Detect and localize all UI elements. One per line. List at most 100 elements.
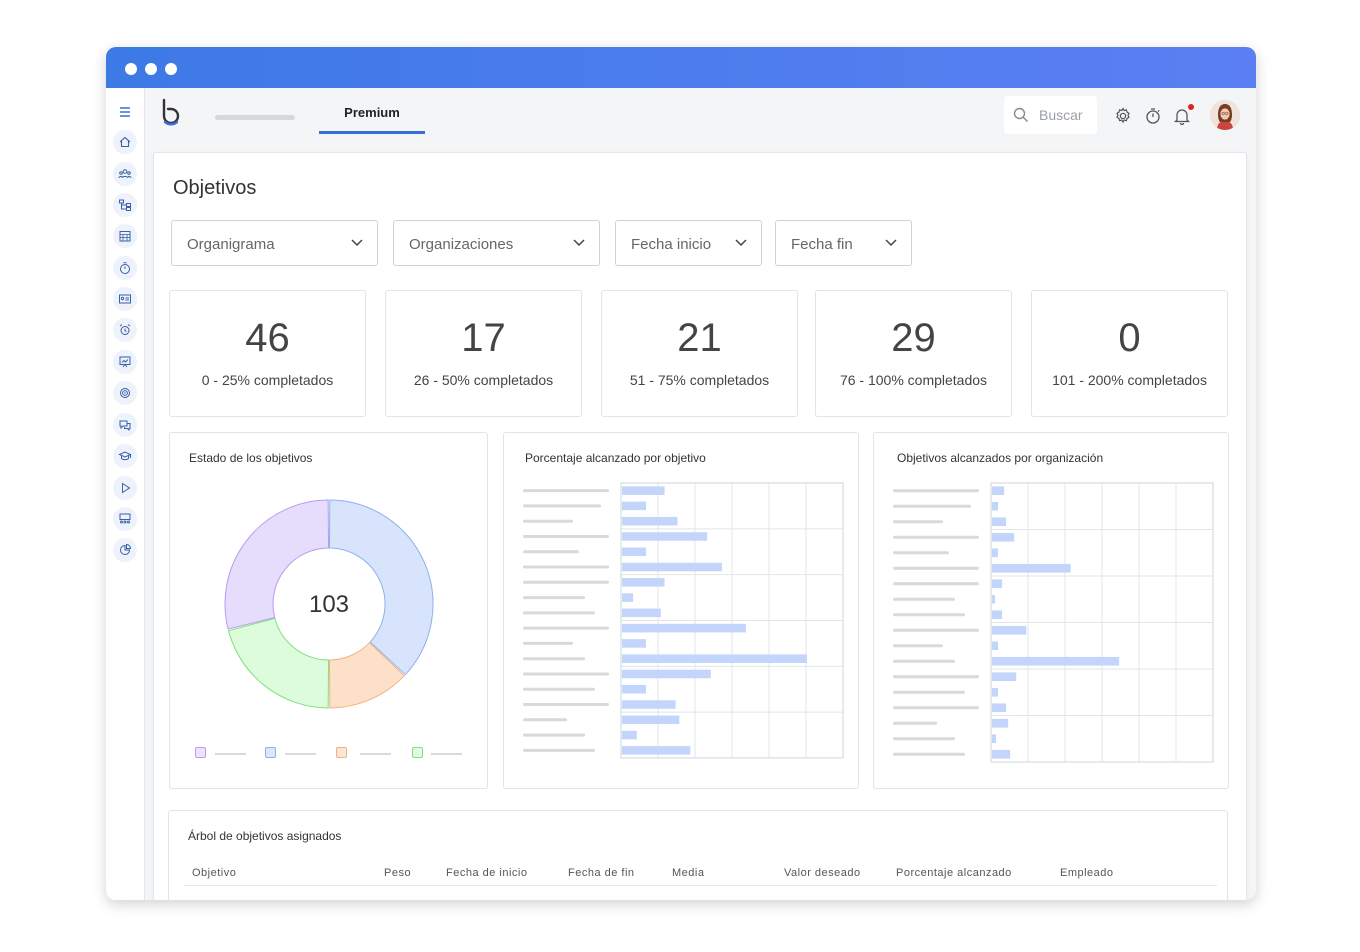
- presentation-icon[interactable]: [113, 350, 137, 374]
- chat-icon[interactable]: [113, 413, 137, 437]
- legend-label: [285, 753, 316, 755]
- category-label: [523, 519, 573, 523]
- window-control-dot[interactable]: [125, 63, 137, 75]
- legend-label: [431, 753, 462, 755]
- card-title: Objetivos alcanzados por organización: [897, 451, 1104, 465]
- stat-value: 0: [1118, 316, 1141, 360]
- bar[interactable]: [992, 579, 1003, 589]
- filter-fecha-fin[interactable]: Fecha fin: [775, 220, 912, 266]
- bar[interactable]: [622, 746, 691, 755]
- alarm-icon[interactable]: [113, 318, 137, 342]
- bar[interactable]: [992, 625, 1027, 635]
- column-header[interactable]: Objetivo: [192, 867, 237, 879]
- people-icon[interactable]: [113, 162, 137, 186]
- bar[interactable]: [622, 700, 676, 709]
- column-header[interactable]: Valor deseado: [784, 867, 861, 879]
- objectives-tree-card: Árbol de objetivos asignados Objetivo Pe…: [168, 810, 1228, 900]
- bar[interactable]: [992, 656, 1120, 666]
- bar[interactable]: [992, 532, 1015, 542]
- window-control-dot[interactable]: [165, 63, 177, 75]
- bar[interactable]: [992, 486, 1005, 496]
- bar[interactable]: [992, 517, 1007, 527]
- donut-slice[interactable]: [328, 641, 405, 709]
- column-header[interactable]: Media: [672, 867, 705, 879]
- bar[interactable]: [622, 715, 680, 725]
- bar[interactable]: [622, 654, 807, 663]
- bar[interactable]: [992, 641, 999, 651]
- bar[interactable]: [622, 669, 711, 679]
- bar[interactable]: [622, 486, 665, 495]
- bar[interactable]: [992, 734, 997, 744]
- brand-logo[interactable]: [160, 98, 184, 128]
- bar[interactable]: [622, 593, 634, 602]
- legend-label: [215, 753, 246, 755]
- gear-icon[interactable]: [1114, 107, 1132, 125]
- filter-label: Fecha inicio: [631, 236, 712, 253]
- meeting-icon[interactable]: [113, 507, 137, 531]
- bar[interactable]: [992, 610, 1003, 620]
- stat-label: 76 - 100% completados: [839, 372, 988, 388]
- stopwatch-icon[interactable]: [113, 256, 137, 280]
- bar[interactable]: [992, 703, 1007, 713]
- bar[interactable]: [622, 608, 661, 618]
- column-header[interactable]: Porcentaje alcanzado: [896, 867, 1012, 879]
- bar[interactable]: [992, 501, 999, 511]
- bar[interactable]: [992, 672, 1017, 682]
- org-chart-icon[interactable]: [113, 193, 137, 217]
- bar[interactable]: [622, 562, 722, 572]
- target-icon[interactable]: [113, 381, 137, 405]
- menu-icon[interactable]: [113, 100, 137, 124]
- column-header[interactable]: Peso: [384, 867, 412, 879]
- donut-slice[interactable]: [227, 617, 330, 709]
- bar[interactable]: [622, 501, 647, 511]
- bar[interactable]: [992, 749, 1011, 759]
- bar[interactable]: [622, 623, 746, 633]
- bar[interactable]: [622, 516, 678, 526]
- donut-slice[interactable]: [328, 499, 434, 676]
- legend-swatch: [265, 747, 276, 758]
- stat-label: 0 - 25% completados: [201, 372, 334, 388]
- tab-placeholder[interactable]: [215, 115, 295, 120]
- bar[interactable]: [992, 563, 1071, 573]
- play-icon[interactable]: [113, 476, 137, 500]
- category-label: [523, 534, 609, 538]
- sidebar: [106, 88, 145, 900]
- id-card-icon[interactable]: [113, 287, 137, 311]
- stat-card: 17 26 - 50% completados: [385, 290, 582, 417]
- graduation-cap-icon[interactable]: [113, 444, 137, 468]
- notification-badge: [1188, 104, 1194, 110]
- pie-chart-icon[interactable]: [113, 538, 137, 562]
- stat-card: 0 101 - 200% completados: [1031, 290, 1228, 417]
- filter-organigrama[interactable]: Organigrama: [171, 220, 378, 266]
- bell-icon[interactable]: [1173, 107, 1191, 125]
- card-title: Porcentaje alcanzado por objetivo: [525, 451, 706, 465]
- bar[interactable]: [622, 532, 708, 541]
- window-control-dot[interactable]: [145, 63, 157, 75]
- bar[interactable]: [622, 547, 647, 557]
- bar[interactable]: [622, 730, 637, 740]
- bar[interactable]: [622, 639, 647, 648]
- column-header[interactable]: Fecha de fin: [568, 867, 635, 879]
- bar[interactable]: [622, 578, 665, 587]
- calendar-icon[interactable]: [113, 224, 137, 248]
- home-icon[interactable]: [113, 130, 137, 154]
- avatar[interactable]: [1210, 100, 1240, 130]
- donut-chart: 103: [224, 499, 434, 709]
- bar[interactable]: [992, 718, 1009, 728]
- tab-premium[interactable]: Premium: [319, 98, 425, 134]
- bar[interactable]: [992, 687, 999, 697]
- stat-value: 46: [245, 316, 290, 360]
- bar[interactable]: [992, 594, 995, 604]
- bar[interactable]: [622, 684, 647, 694]
- column-header[interactable]: Fecha de inicio: [446, 867, 528, 879]
- category-label: [893, 613, 965, 617]
- bar[interactable]: [992, 548, 999, 558]
- filter-fecha-inicio[interactable]: Fecha inicio: [615, 220, 762, 266]
- column-header[interactable]: Empleado: [1060, 867, 1114, 879]
- filter-organizaciones[interactable]: Organizaciones: [393, 220, 600, 266]
- category-label: [523, 580, 609, 584]
- donut-slice[interactable]: [224, 499, 330, 630]
- stat-value: 29: [891, 316, 936, 360]
- search-input[interactable]: Buscar: [1004, 96, 1097, 134]
- stopwatch-icon[interactable]: [1144, 107, 1162, 125]
